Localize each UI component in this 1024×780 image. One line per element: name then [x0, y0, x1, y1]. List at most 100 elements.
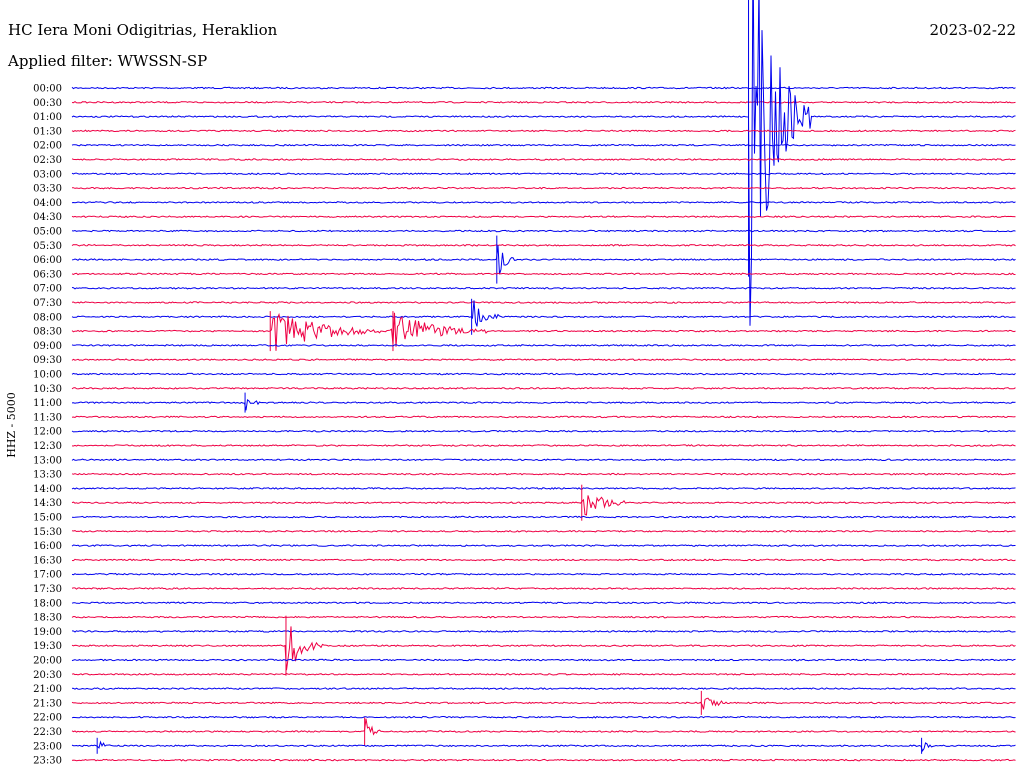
trace-line: [71, 312, 1016, 351]
trace-line: [71, 740, 1016, 753]
row-time-label: 01:00: [33, 112, 62, 123]
trace-line: [71, 143, 1016, 147]
y-axis-label: HHZ - 5000: [5, 392, 18, 458]
row-time-label: 06:30: [33, 269, 62, 280]
row-time-label: 10:00: [33, 370, 62, 381]
trace-line: [71, 201, 1016, 204]
row-time-label: 22:00: [33, 713, 62, 724]
row-time-label: 15:00: [33, 513, 62, 524]
row-time-label: 10:30: [33, 384, 62, 395]
trace-line: [71, 301, 1016, 304]
trace-line: [71, 229, 1016, 233]
row-time-label: 00:30: [33, 98, 62, 109]
row-time-label: 13:30: [33, 470, 62, 481]
trace-line: [71, 429, 1016, 433]
trace-line: [71, 697, 1016, 710]
row-time-label: 06:00: [33, 255, 62, 266]
row-time-label: 15:30: [33, 527, 62, 538]
row-time-label: 18:30: [33, 613, 62, 624]
trace-line: [71, 215, 1016, 219]
trace-line: [71, 529, 1016, 533]
trace-line: [71, 0, 1016, 326]
trace-line: [71, 300, 1016, 327]
row-time-label: 17:30: [33, 584, 62, 595]
trace-line: [71, 286, 1016, 290]
row-time-label: 09:30: [33, 355, 62, 366]
trace-line: [71, 186, 1016, 190]
row-time-label: 07:00: [33, 284, 62, 295]
row-time-label: 14:00: [33, 484, 62, 495]
trace-line: [71, 358, 1016, 362]
trace-line: [71, 587, 1016, 590]
trace-line: [71, 515, 1016, 519]
row-time-label: 08:00: [33, 312, 62, 323]
trace-line: [71, 544, 1016, 547]
trace-line: [71, 487, 1016, 490]
row-time-label: 12:30: [33, 441, 62, 452]
trace-line: [71, 601, 1016, 605]
row-time-label: 20:30: [33, 670, 62, 681]
row-time-label: 07:30: [33, 298, 62, 309]
trace-line: [71, 658, 1016, 662]
row-time-label: 04:00: [33, 198, 62, 209]
trace-line: [71, 687, 1016, 690]
row-time-label: 19:00: [33, 627, 62, 638]
row-time-label: 23:00: [33, 741, 62, 752]
row-time-label: 21:00: [33, 684, 62, 695]
trace-line: [71, 399, 1016, 411]
trace-line: [71, 458, 1016, 462]
row-time-label: 22:30: [33, 727, 62, 738]
filter-label: Applied filter: WWSSN-SP: [8, 52, 208, 70]
row-time-label: 04:30: [33, 212, 62, 223]
row-time-label: 03:00: [33, 169, 62, 180]
trace-line: [71, 158, 1016, 161]
trace-line: [71, 672, 1016, 676]
trace-line: [71, 100, 1016, 104]
trace-rows: 00:00 00:30 01:00 01:30 02:00 02:30 03:00 03:30…: [33, 0, 1016, 767]
row-time-label: 16:00: [33, 541, 62, 552]
trace-line: [71, 86, 1016, 90]
row-time-label: 14:30: [33, 498, 62, 509]
row-time-label: 09:00: [33, 341, 62, 352]
trace-line: [71, 129, 1016, 133]
trace-line: [71, 386, 1016, 390]
row-time-label: 12:00: [33, 427, 62, 438]
trace-line: [71, 718, 1016, 736]
trace-line: [71, 472, 1016, 476]
trace-line: [71, 444, 1016, 447]
trace-line: [71, 172, 1016, 176]
date-label: 2023-02-22: [929, 21, 1016, 39]
trace-line: [71, 245, 1016, 275]
trace-line: [71, 272, 1016, 276]
row-time-label: 11:30: [33, 412, 62, 423]
trace-line: [71, 415, 1016, 419]
row-time-label: 19:30: [33, 641, 62, 652]
trace-line: [71, 615, 1016, 619]
row-time-label: 01:30: [33, 126, 62, 137]
row-time-label: 16:30: [33, 555, 62, 566]
trace-line: [71, 715, 1016, 719]
trace-line: [71, 630, 1016, 633]
row-time-label: 18:00: [33, 598, 62, 609]
trace-line: [71, 572, 1016, 576]
row-time-label: 21:30: [33, 698, 62, 709]
row-time-label: 00:00: [33, 84, 62, 95]
row-time-label: 20:00: [33, 656, 62, 667]
row-time-label: 05:30: [33, 241, 62, 252]
trace-line: [71, 558, 1016, 562]
trace-line: [71, 495, 1016, 516]
row-time-label: 08:30: [33, 327, 62, 338]
row-time-label: 17:00: [33, 570, 62, 581]
trace-line: [71, 344, 1016, 347]
trace-line: [71, 626, 1016, 671]
trace-line: [71, 758, 1016, 762]
row-time-label: 05:00: [33, 227, 62, 238]
trace-line: [71, 243, 1016, 247]
row-time-label: 02:00: [33, 141, 62, 152]
row-time-label: 23:30: [33, 756, 62, 767]
row-time-label: 11:00: [33, 398, 62, 409]
trace-line: [71, 372, 1016, 376]
row-time-label: 02:30: [33, 155, 62, 166]
row-time-label: 13:00: [33, 455, 62, 466]
